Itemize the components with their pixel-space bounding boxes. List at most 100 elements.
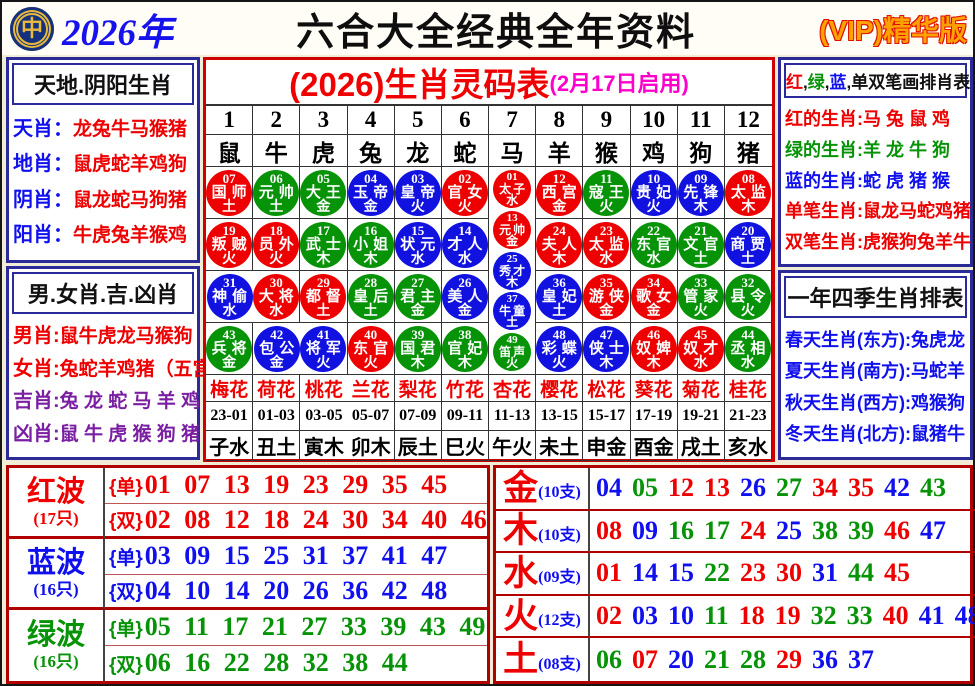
ball-element: 火 xyxy=(740,302,755,318)
earthly-branch: 亥水 xyxy=(724,431,772,461)
ball-title: 国师 xyxy=(211,184,252,201)
wave-numbers-row: {单} 03 09 15 25 31 37 41 47 xyxy=(105,539,487,575)
ball-element: 火 xyxy=(506,356,519,370)
zodiac-ball-24: 24 夫人木 xyxy=(536,221,583,268)
category-row: 红的生肖:马 兔 鼠 鸡 xyxy=(785,108,966,129)
ball-element: 木 xyxy=(316,250,331,266)
category-row: 双笔生肖:虎猴狗兔羊牛 xyxy=(785,233,971,252)
ball-cell: 02 官女火 xyxy=(441,167,489,219)
zodiac-ball-42: 42 包公金 xyxy=(253,325,300,372)
ball-cell: 21 文官土 xyxy=(677,219,725,271)
title-part: 绿 xyxy=(807,73,825,92)
category-value: 蛇 虎 猪 猴 xyxy=(863,170,951,191)
category-row: 凶肖:鼠 牛 虎 猴 狗 猪 xyxy=(13,424,200,445)
column-number: 4 xyxy=(347,106,395,135)
ball-element: 土 xyxy=(222,198,237,214)
ball-title: 彩蝶 xyxy=(541,340,582,357)
hour-range: 01-03 xyxy=(253,402,301,431)
wave-numbers-row: {双} 06 16 22 28 32 38 44 xyxy=(105,646,487,682)
year-label: 2026年 xyxy=(62,12,173,54)
ball-cell: 33 管家火 xyxy=(677,271,725,323)
element-number: 02 xyxy=(596,601,622,631)
zodiac-ball-08: 08 太监木 xyxy=(725,169,772,216)
category-row: 吉肖:兔 龙 蛇 马 羊 鸡 xyxy=(13,391,200,412)
element-number: 14 xyxy=(632,558,658,588)
category-value: 鼠虎蛇羊鸡狗 xyxy=(73,154,188,176)
logo-glyph: 中 xyxy=(16,12,48,45)
category-list: 男肖:鼠牛虎龙马猴狗 女肖:兔蛇羊鸡猪（五宫） 吉肖:兔 龙 蛇 马 羊 鸡 凶… xyxy=(9,314,231,457)
element-number: 35 xyxy=(848,473,874,503)
ball-number: 49 xyxy=(506,334,518,346)
ball-cell: 48 彩蝶火 xyxy=(536,323,584,375)
zodiac-ball-47: 47 侠士木 xyxy=(583,325,630,372)
flower-name: 桃花 xyxy=(300,375,348,402)
category-row: 阴肖：鼠龙蛇马狗猪 xyxy=(13,189,193,211)
wave-numbers-row: {双} 02 08 12 18 24 30 34 40 46 xyxy=(105,504,487,539)
ball-title: 小姐 xyxy=(353,236,394,253)
ball-cell: 29 都督土 xyxy=(300,271,348,323)
zodiac-ball-06: 06 元帅土 xyxy=(253,169,300,216)
category-value: 兔蛇羊鸡猪（五宫） xyxy=(59,358,231,380)
ball-title: 才人 xyxy=(447,236,488,253)
ball-title: 美人 xyxy=(447,288,488,305)
flower-name: 兰花 xyxy=(347,375,395,402)
ball-number: 37 xyxy=(506,293,518,306)
zodiac-grid: 1 2 3 4 5 6 7 8 9 10 11 12 鼠牛虎兔龙蛇马羊猴鸡狗猪 07 国师土 06 元帅土 05 大… xyxy=(206,106,772,461)
ball-cell: 11 寇王火 xyxy=(583,167,631,219)
ball-element: 火 xyxy=(410,198,425,214)
element-numbers-row: 08 09 16 17 24 25 38 39 46 47 xyxy=(590,511,975,554)
zodiac-ball-13: 13 元帅金 xyxy=(493,210,532,249)
category-label: 绿的生肖: xyxy=(785,139,863,160)
ball-element: 木 xyxy=(552,250,567,266)
element-numbers-row: 04 05 12 13 26 27 34 35 42 43 xyxy=(590,468,975,511)
element-number: 20 xyxy=(668,644,694,674)
ball-number: 03 xyxy=(411,171,425,186)
ball-element: 金 xyxy=(269,354,284,370)
element-number: 37 xyxy=(848,644,874,674)
earthly-branch: 酉金 xyxy=(630,431,678,461)
ball-element: 金 xyxy=(410,302,425,318)
element-label-水: 水 (09支) xyxy=(496,553,590,596)
element-number: 38 xyxy=(812,515,838,545)
element-number: 30 xyxy=(776,558,802,588)
ball-title: 商贾 xyxy=(730,236,771,253)
element-number: 28 xyxy=(740,644,766,674)
ball-cell: 20 商贾土 xyxy=(724,219,772,271)
ball-element: 火 xyxy=(552,354,567,370)
zodiac-name: 牛 xyxy=(253,135,301,167)
hour-range: 21-23 xyxy=(724,402,772,431)
ball-title: 神偷 xyxy=(212,288,253,305)
hour-range: 07-09 xyxy=(394,402,442,431)
column-number: 12 xyxy=(724,106,772,135)
title-part: , xyxy=(824,73,830,92)
zodiac-ball-43: 43 兵将金 xyxy=(206,325,253,372)
ball-number: 36 xyxy=(552,275,566,290)
ball-title: 奴婢 xyxy=(636,340,677,357)
ball-number: 22 xyxy=(647,223,661,238)
zodiac-ball-49: 49 笛声火 xyxy=(493,333,532,371)
ball-title: 兵将 xyxy=(211,340,252,357)
ball-element: 土 xyxy=(552,302,567,318)
element-number: 11 xyxy=(704,601,729,631)
ball-element: 火 xyxy=(316,354,331,370)
ball-title: 侠士 xyxy=(588,340,629,357)
flower-name: 竹花 xyxy=(441,375,489,402)
ball-title: 东官 xyxy=(636,236,677,253)
zodiac-ball-40: 40 东官火 xyxy=(347,325,394,372)
ball-element: 木 xyxy=(599,354,614,370)
earthly-branch: 未土 xyxy=(536,431,584,461)
ball-title: 元帅 xyxy=(499,222,528,237)
category-label: 红的生肖: xyxy=(785,108,863,129)
element-number: 45 xyxy=(884,558,910,588)
earthly-branch: 午火 xyxy=(489,431,537,461)
ball-cell: 24 夫人木 xyxy=(536,219,584,271)
wave-numbers: 06 16 22 28 32 38 44 xyxy=(144,648,408,678)
ball-number: 01 xyxy=(506,171,518,183)
ball-title: 官妃 xyxy=(447,340,488,357)
wave-label-蓝波: 蓝波 (16只) xyxy=(9,539,105,610)
ball-cell: 26 美人金 xyxy=(441,271,489,323)
category-value: 羊 龙 牛 狗 xyxy=(863,139,951,160)
ball-cell: 17 武士木 xyxy=(300,219,348,271)
category-label: 女肖: xyxy=(13,357,60,380)
wave-name: 蓝波 xyxy=(26,546,85,579)
